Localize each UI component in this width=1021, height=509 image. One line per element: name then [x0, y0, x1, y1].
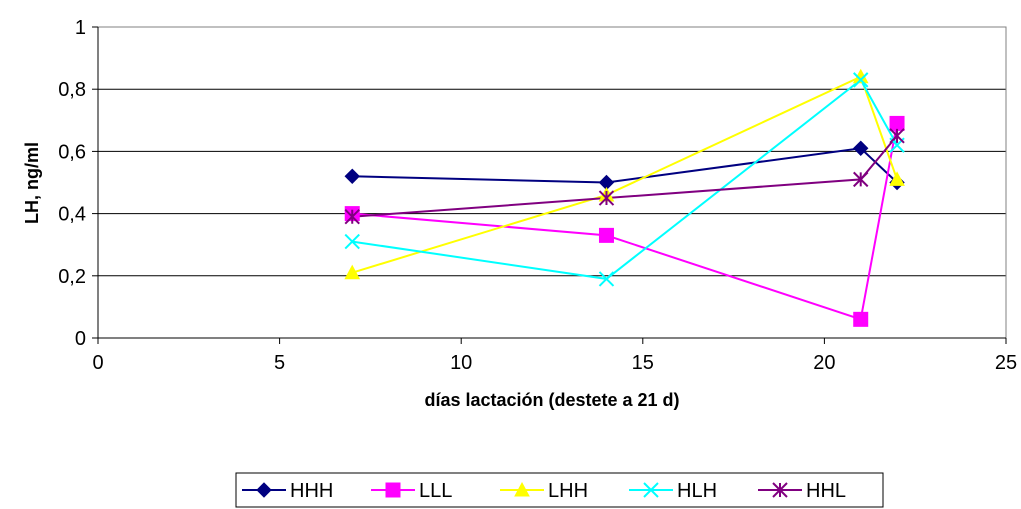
data-point-hhl-1	[598, 190, 615, 206]
data-point-lll-1	[598, 227, 614, 243]
y-tick-label-3: 0,6	[58, 141, 86, 163]
legend-label-lhh: LHH	[548, 480, 588, 502]
x-tick-label-5: 25	[995, 352, 1017, 374]
data-point-hhh-2	[853, 140, 869, 156]
x-tick-label-0: 0	[92, 352, 103, 374]
legend-marker-hhl	[772, 482, 788, 498]
series-line-hhh	[352, 147, 898, 184]
series-line-hlh	[352, 78, 898, 280]
legend-label-hhl: HHL	[806, 480, 846, 502]
x-tick-label-4: 20	[813, 352, 835, 374]
y-axis-title: LH, ng/ml	[22, 142, 42, 224]
y-tick-label-4: 0,8	[58, 79, 86, 101]
x-tick-label-3: 15	[632, 352, 654, 374]
y-tick-label-1: 0,2	[58, 266, 86, 288]
y-tick-label-5: 1	[75, 17, 86, 39]
legend-label-hhh: HHH	[290, 480, 333, 502]
data-point-hlh-2	[853, 72, 869, 88]
y-tick-label-2: 0,4	[58, 204, 86, 226]
data-point-lll-3	[889, 115, 905, 131]
legend: HHH LLL LHH HLH HHL	[235, 472, 884, 508]
data-point-lhh-3	[889, 171, 905, 186]
marker-layer	[344, 68, 905, 327]
data-point-lll-2	[853, 311, 869, 327]
grid	[98, 26, 1006, 277]
data-point-hlh-1	[598, 271, 615, 287]
series-line-hhl	[352, 135, 898, 218]
x-tick-label-1: 5	[274, 352, 285, 374]
data-point-lhh-0	[344, 264, 361, 280]
data-point-hhh-0	[344, 168, 360, 184]
x-axis-title: días lactación (destete a 21 d)	[424, 390, 679, 410]
tick-labels: 00,20,40,60,810 5 10 15 20 25	[58, 17, 1017, 374]
legend-marker-lhh	[514, 481, 530, 497]
legend-label-lll: LLL	[419, 480, 452, 502]
series-line-lhh	[351, 75, 898, 274]
legend-marker-hhh	[256, 482, 272, 498]
data-point-hhl-2	[853, 171, 869, 188]
x-tick-label-2: 10	[450, 352, 472, 374]
y-tick-label-0: 0	[75, 328, 86, 350]
plot-area-border	[97, 26, 1007, 339]
axes	[92, 26, 1007, 344]
legend-marker-hlh	[643, 482, 659, 498]
legend-label-hlh: HLH	[677, 480, 717, 502]
series-line-lll	[352, 123, 899, 321]
series-layer	[351, 75, 899, 321]
data-point-hlh-0	[344, 233, 360, 250]
data-point-hhl-0	[344, 209, 360, 225]
data-point-hhl-3	[889, 128, 905, 144]
legend-marker-lll	[385, 482, 401, 498]
